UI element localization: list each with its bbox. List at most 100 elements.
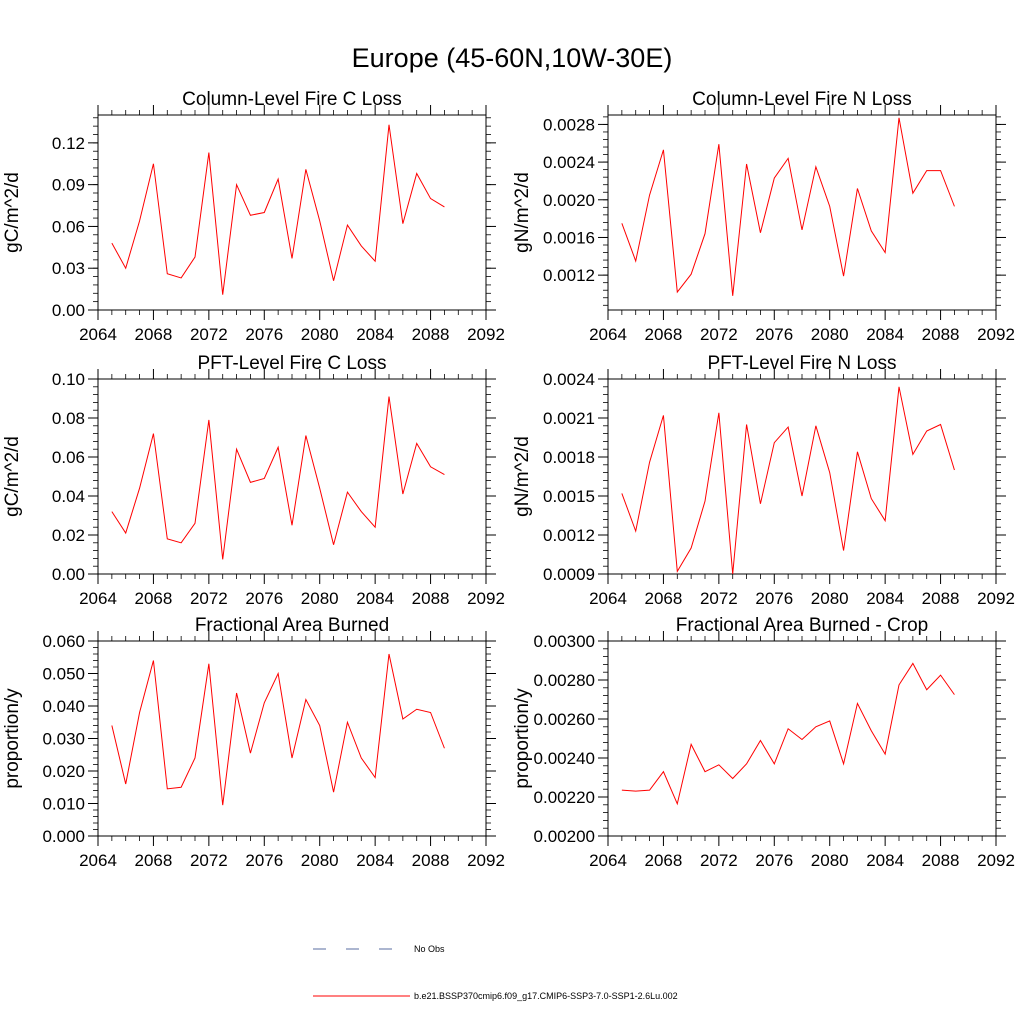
x-tick-label: 2064 <box>79 325 117 344</box>
panel-title: Column-Level Fire C Loss <box>182 89 402 110</box>
y-tick-label: 0.12 <box>52 134 85 153</box>
series-line <box>111 396 445 560</box>
x-tick-label: 2080 <box>301 851 339 870</box>
x-tick-label: 2084 <box>356 851 394 870</box>
y-axis-label: gN/m^2/d <box>512 172 533 253</box>
x-tick-label: 2064 <box>79 851 117 870</box>
y-axis-label: gN/m^2/d <box>512 436 533 517</box>
x-tick-label: 2068 <box>645 325 683 344</box>
plot-frame <box>97 640 487 837</box>
x-tick-label: 2084 <box>866 589 904 608</box>
chart-panel-1: Column-Level Fire C Loss gC/m^2/d 2064 2068… <box>2 89 505 344</box>
y-axis-label: gC/m^2/d <box>2 436 23 517</box>
y-tick-label: 0.06 <box>52 448 85 467</box>
x-tick-label: 2068 <box>135 851 173 870</box>
legend-label-no-obs: No Obs <box>414 944 445 954</box>
y-tick-label: 0.0012 <box>543 526 595 545</box>
plot-frame <box>607 378 997 575</box>
x-tick-label: 2084 <box>866 851 904 870</box>
x-tick-label: 2084 <box>356 325 394 344</box>
y-tick-label: 0.030 <box>42 730 85 749</box>
panel-title: Column-Level Fire N Loss <box>692 89 912 110</box>
y-tick-label: 0.0020 <box>543 191 595 210</box>
x-tick-label: 2072 <box>700 851 738 870</box>
x-tick-label: 2080 <box>301 589 339 608</box>
x-tick-label: 2064 <box>589 589 627 608</box>
x-tick-label: 2088 <box>922 325 960 344</box>
y-axis-label: gC/m^2/d <box>2 172 23 253</box>
y-tick-label: 0.00300 <box>534 632 595 651</box>
x-tick-label: 2092 <box>467 851 505 870</box>
x-tick-label: 2088 <box>412 325 450 344</box>
x-tick-label: 2072 <box>190 325 228 344</box>
x-tick-label: 2072 <box>190 589 228 608</box>
x-tick-label: 2092 <box>977 325 1015 344</box>
plot-frame <box>97 114 487 311</box>
y-tick-label: 0.09 <box>52 176 85 195</box>
y-tick-label: 0.000 <box>42 827 85 846</box>
x-tick-label: 2072 <box>700 589 738 608</box>
panel-title: Fractional Area Burned <box>195 615 389 636</box>
x-tick-label: 2092 <box>977 589 1015 608</box>
figure-title: Europe (45-60N,10W-30E) <box>352 43 673 73</box>
x-tick-label: 2080 <box>811 325 849 344</box>
y-tick-label: 0.0021 <box>543 409 595 428</box>
y-axis-label: proportion/y <box>512 688 533 789</box>
y-tick-label: 0.0018 <box>543 448 595 467</box>
y-tick-label: 0.03 <box>52 259 85 278</box>
x-tick-label: 2088 <box>922 851 960 870</box>
chart-panel-3: PFT-Level Fire C Loss gC/m^2/d 2064 2068 207… <box>2 353 505 608</box>
x-tick-label: 2084 <box>356 589 394 608</box>
y-tick-label: 0.00260 <box>534 710 595 729</box>
series-line <box>111 653 445 806</box>
x-tick-label: 2072 <box>190 851 228 870</box>
y-tick-label: 0.00 <box>52 565 85 584</box>
y-tick-label: 0.020 <box>42 762 85 781</box>
panel-title: PFT-Level Fire C Loss <box>198 353 387 374</box>
x-tick-label: 2076 <box>755 851 793 870</box>
y-tick-label: 0.10 <box>52 370 85 389</box>
x-tick-label: 2068 <box>645 589 683 608</box>
plot-frame <box>607 640 997 837</box>
y-tick-label: 0.04 <box>52 487 85 506</box>
plot-frame <box>97 378 487 575</box>
y-tick-label: 0.0024 <box>543 153 595 172</box>
x-tick-label: 2088 <box>412 851 450 870</box>
x-tick-label: 2076 <box>245 589 283 608</box>
y-tick-label: 0.00220 <box>534 788 595 807</box>
legend-label-run: b.e21.BSSP370cmip6.f09_g17.CMIP6-SSP3-7.… <box>414 991 678 1001</box>
y-tick-label: 0.00240 <box>534 749 595 768</box>
y-tick-label: 0.0028 <box>543 115 595 134</box>
y-tick-label: 0.060 <box>42 632 85 651</box>
legend-item-no-obs: No Obs <box>313 944 445 954</box>
x-tick-label: 2068 <box>645 851 683 870</box>
y-tick-label: 0.0012 <box>543 266 595 285</box>
y-tick-label: 0.02 <box>52 526 85 545</box>
y-tick-label: 0.00200 <box>534 827 595 846</box>
x-tick-label: 2080 <box>811 589 849 608</box>
y-tick-label: 0.00 <box>52 301 85 320</box>
y-tick-label: 0.0009 <box>543 565 595 584</box>
y-tick-label: 0.08 <box>52 409 85 428</box>
x-tick-label: 2068 <box>135 325 173 344</box>
chart-panel-5: Fractional Area Burned proportion/y 2064 20… <box>2 615 505 870</box>
y-tick-label: 0.0024 <box>543 370 595 389</box>
plot-frame <box>607 114 997 311</box>
x-tick-label: 2064 <box>589 325 627 344</box>
chart-panel-4: PFT-Level Fire N Loss gN/m^2/d 2064 2068 207… <box>512 353 1015 608</box>
chart-panel-2: Column-Level Fire N Loss gN/m^2/d 2064 2068… <box>512 89 1015 344</box>
y-tick-label: 0.010 <box>42 795 85 814</box>
y-tick-label: 0.0015 <box>543 487 595 506</box>
x-tick-label: 2088 <box>922 589 960 608</box>
x-tick-label: 2076 <box>245 325 283 344</box>
x-tick-label: 2092 <box>467 325 505 344</box>
y-tick-label: 0.040 <box>42 697 85 716</box>
x-tick-label: 2088 <box>412 589 450 608</box>
series-line <box>621 662 955 806</box>
x-tick-label: 2072 <box>700 325 738 344</box>
x-tick-label: 2076 <box>245 851 283 870</box>
series-line <box>621 117 955 296</box>
x-tick-label: 2076 <box>755 325 793 344</box>
x-tick-label: 2076 <box>755 589 793 608</box>
